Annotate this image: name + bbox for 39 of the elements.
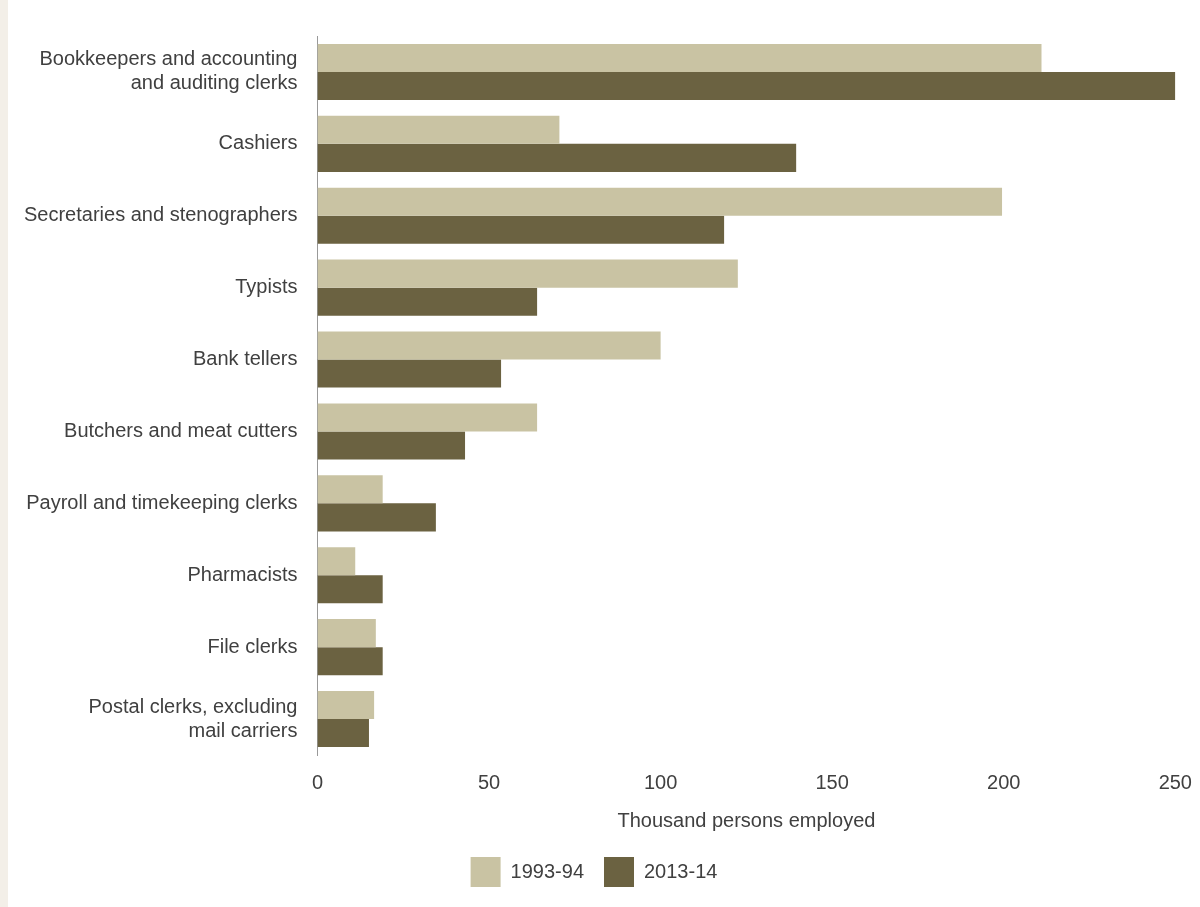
bar xyxy=(317,115,560,144)
bar xyxy=(317,647,383,676)
bar xyxy=(317,71,1176,100)
y-tick-label: Bookkeepers and accounting and auditing clerks xyxy=(39,47,298,94)
bar xyxy=(317,431,466,460)
bar xyxy=(317,619,376,648)
x-tick-label: 0 xyxy=(311,770,324,793)
bar xyxy=(317,503,436,532)
y-tick-label: Postal clerks, excluding mail carriers xyxy=(88,694,298,741)
x-tick-label: 200 xyxy=(987,770,1021,793)
legend-label: 2013-14 xyxy=(644,859,718,882)
y-tick-label: Bank tellers xyxy=(193,347,298,370)
x-tick-label: 150 xyxy=(815,770,849,793)
bar xyxy=(317,287,538,316)
bar xyxy=(317,359,502,388)
y-tick-label: Pharmacists xyxy=(187,562,298,585)
y-tick-label: File clerks xyxy=(207,634,298,657)
bar xyxy=(317,43,1042,72)
bar xyxy=(317,403,538,432)
y-tick-label: Secretaries and stenographers xyxy=(24,203,298,226)
bar xyxy=(317,475,383,504)
y-tick-label: Typists xyxy=(235,275,298,298)
y-tick-label: Cashiers xyxy=(218,131,298,154)
bar xyxy=(317,215,725,244)
bar xyxy=(317,719,369,748)
bar xyxy=(317,691,375,720)
y-tick-label: Payroll and timekeeping clerks xyxy=(26,490,298,513)
bar xyxy=(317,331,661,360)
x-tick-label: 250 xyxy=(1158,770,1192,793)
bar xyxy=(317,259,738,288)
bar xyxy=(317,143,797,172)
x-tick-label: 50 xyxy=(477,770,501,793)
y-tick-label: Butchers and meat cutters xyxy=(64,418,298,441)
x-axis-title: Thousand persons employed xyxy=(617,808,876,831)
bar xyxy=(317,575,383,604)
bar xyxy=(317,187,1003,216)
x-tick-label: 100 xyxy=(643,770,678,793)
legend-label: 1993-94 xyxy=(510,859,585,882)
bar xyxy=(317,547,356,576)
